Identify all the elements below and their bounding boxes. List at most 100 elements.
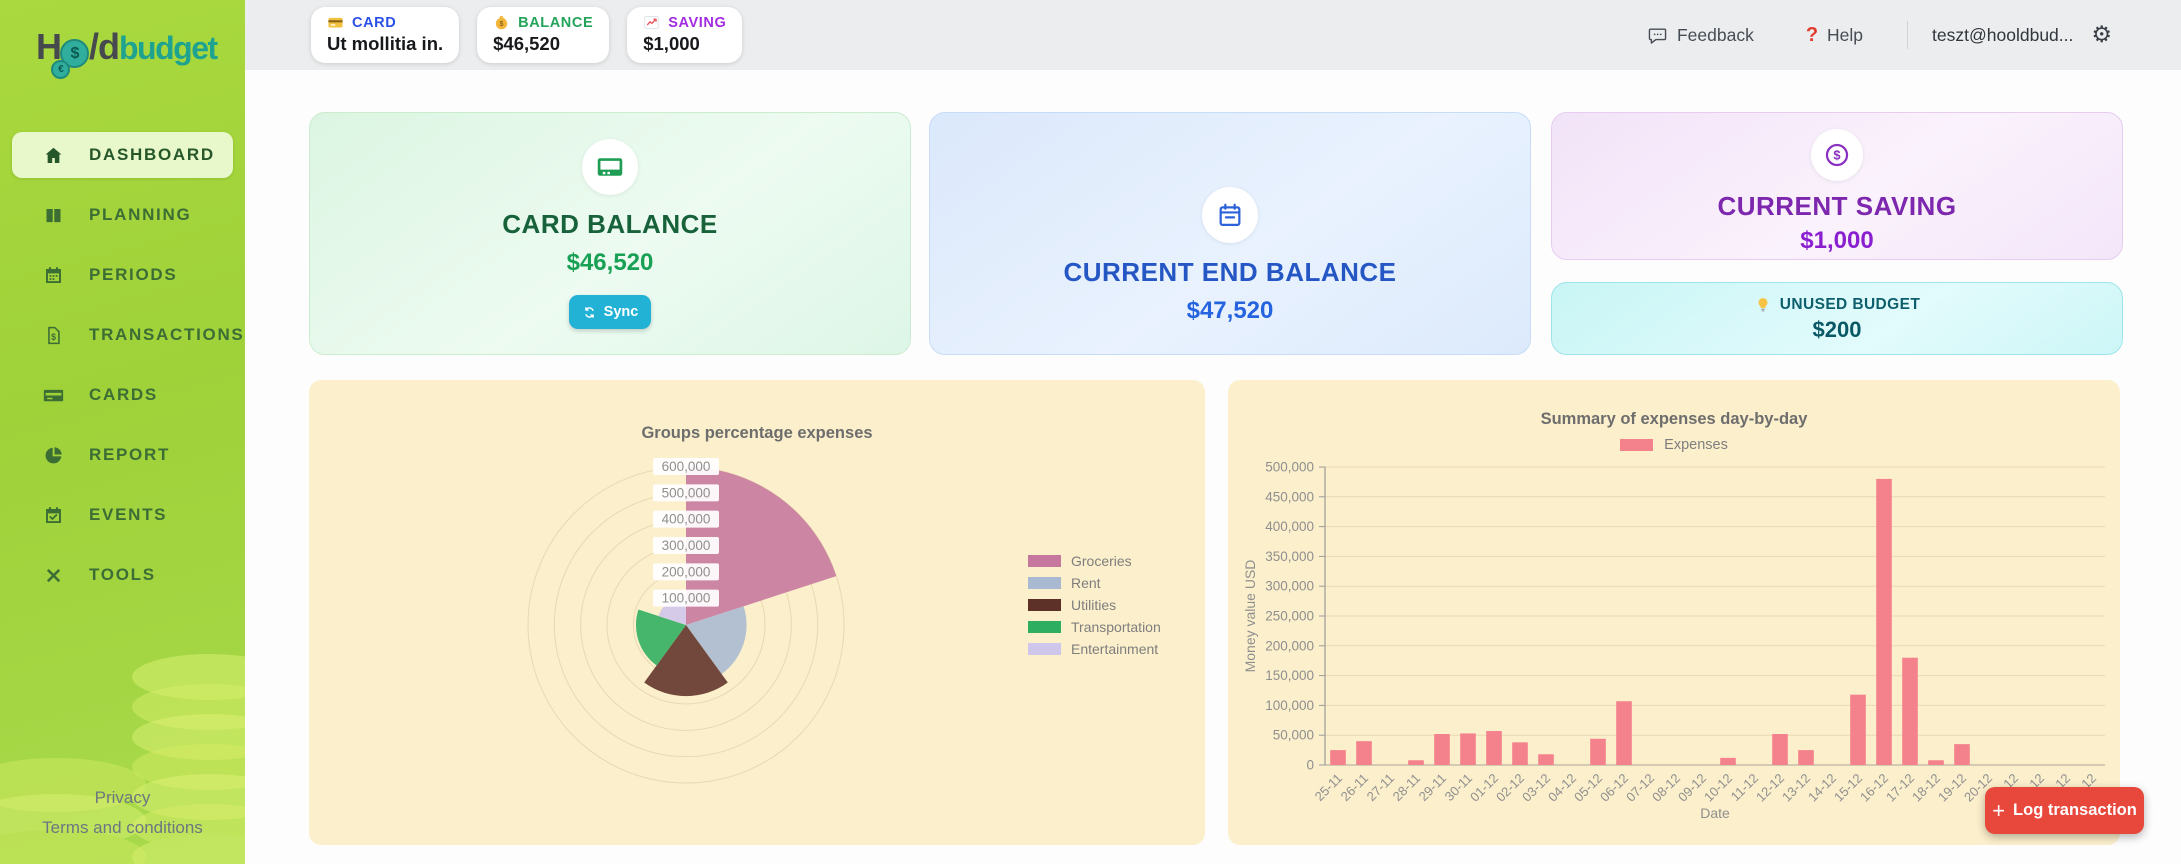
bar-29-11[interactable]	[1434, 734, 1450, 765]
x-tick-label: 16-12	[1857, 771, 1891, 805]
y-tick-label: 300,000	[1265, 579, 1314, 594]
calendar-check-icon	[46, 506, 61, 523]
settings-button[interactable]: ⚙	[2091, 23, 2112, 47]
bar-30-11[interactable]	[1460, 733, 1476, 765]
app-logo[interactable]: H $ €/dbudget	[36, 26, 245, 80]
polar-slice-rent[interactable]	[686, 606, 747, 674]
credit-card-icon	[597, 158, 623, 176]
log-transaction-button[interactable]: + Log transaction	[1985, 787, 2144, 834]
sidebar-item-label: EVENTS	[89, 505, 168, 525]
bar-12-12[interactable]	[1772, 734, 1788, 765]
legend-item-entertainment[interactable]: Entertainment	[1028, 638, 1161, 660]
bar-15-12[interactable]	[1850, 694, 1866, 765]
euro-coin-icon: €	[51, 60, 70, 80]
x-tick-label: 05-12	[1571, 771, 1605, 805]
legend-swatch	[1028, 621, 1061, 633]
help-button[interactable]: ? Help	[1806, 24, 1863, 47]
legend-label: Expenses	[1664, 437, 1728, 453]
user-email[interactable]: teszt@hooldbud...	[1932, 24, 2074, 45]
legend-item-utilities[interactable]: Utilities	[1028, 594, 1161, 616]
svg-text:$: $	[1833, 148, 1840, 163]
bar-chart-title: Summary of expenses day-by-day	[1540, 410, 1808, 428]
legend-item-groceries[interactable]: Groceries	[1028, 550, 1161, 572]
sidebar-item-label: REPORT	[89, 445, 171, 465]
legend-label: Transportation	[1071, 619, 1161, 635]
group-expenses-panel: Groups percentage expenses 100,000 200,00…	[309, 380, 1205, 845]
sidebar-item-transactions[interactable]: $ TRANSACTIONS	[12, 312, 243, 358]
legend-item-rent[interactable]: Rent	[1028, 572, 1161, 594]
legend-item-transportation[interactable]: Transportation	[1028, 616, 1161, 638]
privacy-link[interactable]: Privacy	[94, 788, 151, 807]
radial-tick-label: 500,000	[662, 485, 711, 500]
columns-icon	[46, 208, 61, 222]
sync-button[interactable]: Sync	[568, 295, 652, 329]
chip-value: $1,000	[643, 33, 700, 54]
svg-text:$: $	[500, 20, 504, 28]
y-tick-label: 100,000	[1265, 698, 1314, 713]
bar-03-12[interactable]	[1538, 754, 1554, 765]
y-tick-label: 50,000	[1273, 728, 1314, 743]
polar-slice-groceries[interactable]	[686, 467, 837, 625]
sidebar-item-cards[interactable]: CARDS	[12, 372, 233, 418]
bar-13-12[interactable]	[1798, 750, 1814, 765]
sidebar-item-planning[interactable]: PLANNING	[12, 192, 233, 238]
chip-label: SAVING	[668, 14, 727, 31]
legend-swatch	[1028, 643, 1061, 655]
sidebar-item-tools[interactable]: TOOLS	[12, 552, 233, 598]
chip-value: Ut mollitia in.	[327, 33, 444, 54]
sidebar-item-periods[interactable]: PERIODS	[12, 252, 233, 298]
saving-chip[interactable]: SAVING $1,000	[627, 7, 743, 63]
card-chip[interactable]: CARD Ut mollitia in.	[311, 7, 460, 63]
sidebar-nav: DASHBOARD PLANNING PERIODS $ TRANSACTION…	[0, 132, 245, 598]
sidebar-item-events[interactable]: EVENTS	[12, 492, 233, 538]
unused-budget-value: $200	[1812, 317, 1862, 342]
calendar-icon	[1219, 203, 1241, 227]
current-end-balance-card: CURRENT END BALANCE $47,520	[929, 112, 1531, 355]
current-saving-value: $1,000	[1800, 227, 1874, 254]
x-tick-label: 26-11	[1338, 771, 1371, 804]
bar-25-11[interactable]	[1330, 750, 1346, 765]
credit-card-icon	[43, 389, 64, 401]
topbar-divider	[1907, 21, 1909, 49]
unused-budget-card: UNUSED BUDGET $200	[1551, 282, 2123, 355]
terms-link[interactable]: Terms and conditions	[42, 818, 203, 837]
y-tick-label: 150,000	[1265, 668, 1314, 683]
bar-26-11[interactable]	[1356, 741, 1372, 765]
bar-05-12[interactable]	[1590, 738, 1606, 765]
bar-06-12[interactable]	[1616, 701, 1632, 765]
topbar: CARD Ut mollitia in. $ BALANCE $46,520 S…	[245, 0, 2181, 70]
polar-slice-utilities[interactable]	[644, 625, 728, 697]
bar-18-12[interactable]	[1928, 760, 1944, 765]
x-tick-label: 07-12	[1623, 771, 1657, 805]
bar-16-12[interactable]	[1876, 478, 1892, 765]
question-mark-icon: ?	[1805, 23, 1819, 46]
sync-label: Sync	[603, 304, 639, 320]
bar-10-12[interactable]	[1720, 757, 1736, 765]
sidebar-item-dashboard[interactable]: DASHBOARD	[12, 132, 233, 179]
polar-slice-transportation[interactable]	[635, 609, 686, 666]
feedback-button[interactable]: Feedback	[1647, 25, 1754, 46]
balance-chip[interactable]: $ BALANCE $46,520	[477, 7, 610, 63]
bar-02-12[interactable]	[1512, 742, 1528, 765]
bar-19-12[interactable]	[1954, 744, 1970, 765]
daily-expenses-panel: Summary of expenses day-by-day Expenses …	[1228, 380, 2120, 845]
y-tick-label: 500,000	[1265, 460, 1314, 475]
sidebar-item-label: PLANNING	[89, 205, 192, 225]
bar-chart-legend[interactable]: Expenses	[1228, 437, 2120, 453]
y-tick-label: 400,000	[1265, 519, 1314, 534]
bar-17-12[interactable]	[1902, 657, 1918, 765]
radial-tick-label: 100,000	[662, 591, 711, 606]
sidebar-item-report[interactable]: REPORT	[12, 432, 233, 478]
bar-28-11[interactable]	[1408, 760, 1424, 765]
x-tick-label: 02-12	[1493, 771, 1527, 805]
bar-01-12[interactable]	[1486, 731, 1502, 765]
plus-icon: +	[1992, 797, 2006, 823]
sidebar-footer: Privacy Terms and conditions	[0, 778, 245, 848]
bulb-icon	[1758, 298, 1768, 312]
radial-tick-label: 300,000	[662, 538, 711, 553]
logo-text-prefix: H	[36, 26, 62, 67]
x-tick-label: 15-12	[1831, 771, 1865, 805]
bar-chart: 0 50,000 100,000 150,000 200,000 250,000 300,0…	[1242, 460, 2105, 821]
x-tick-label: 19-12	[1935, 771, 1969, 805]
pie-chart-icon	[45, 447, 62, 464]
